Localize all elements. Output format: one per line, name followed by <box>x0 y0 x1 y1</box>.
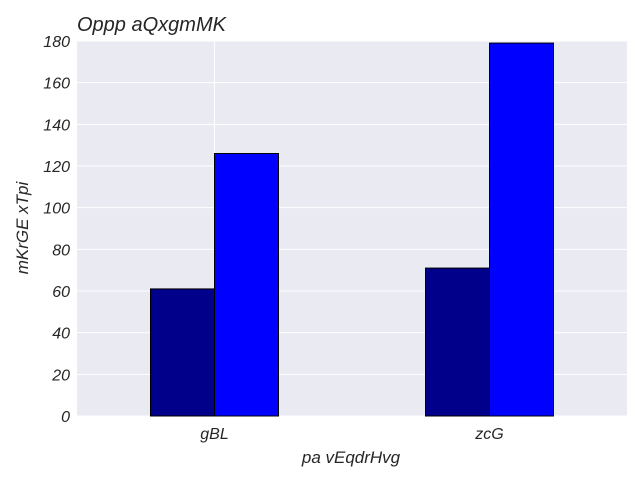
x-tick-labels: gBL zcG <box>200 426 503 443</box>
chart-title: Oppp aQxgmMK <box>77 14 228 36</box>
y-axis-label: mKrGE xTpi <box>13 180 32 274</box>
x-axis-label: pa vEqdrHvg <box>301 448 401 467</box>
y-tick-label: 40 <box>52 326 70 343</box>
bar-gBL-series-2 <box>214 153 279 417</box>
y-tick-label: 180 <box>43 34 70 51</box>
y-tick-label: 120 <box>43 159 70 176</box>
y-tick-label: 80 <box>52 242 70 259</box>
y-tick-label: 160 <box>43 76 70 93</box>
y-tick-label: 100 <box>43 201 70 218</box>
y-tick-labels: 0 20 40 60 80 100 120 140 160 180 <box>43 34 70 426</box>
y-tick-label: 140 <box>43 117 70 134</box>
bar-zcG-series-1 <box>425 267 490 417</box>
x-tick-label: gBL <box>200 426 228 443</box>
bar-gBL-series-1 <box>150 288 215 417</box>
bars <box>150 42 554 417</box>
y-tick-label: 0 <box>61 409 70 426</box>
y-tick-label: 20 <box>51 367 70 384</box>
bar-zcG-series-2 <box>489 42 554 417</box>
x-tick-label: zcG <box>474 426 503 443</box>
y-tick-label: 60 <box>52 284 70 301</box>
